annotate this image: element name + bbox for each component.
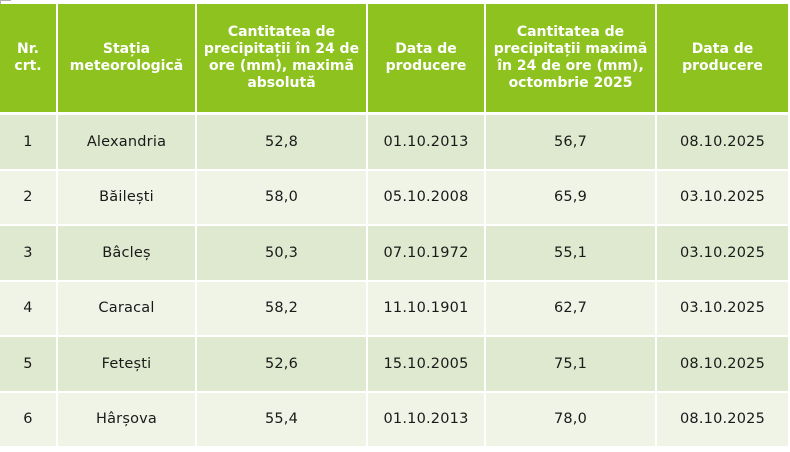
cell-nr: 5 <box>0 336 58 393</box>
cell-nr: 3 <box>0 225 58 282</box>
table-row: 6 Hârșova 55,4 01.10.2013 78,0 08.10.202… <box>0 391 788 448</box>
table-row: 4 Caracal 58,2 11.10.1901 62,7 03.10.202… <box>0 280 788 337</box>
selection-corner-mark <box>0 0 11 5</box>
header-date-october-2025: Data de producere <box>656 4 788 115</box>
table-header: Nr. crt. Stația meteorologică Cantitatea… <box>0 4 788 115</box>
cell-date-october: 03.10.2025 <box>656 169 788 226</box>
cell-max-absolute: 55,4 <box>196 391 368 448</box>
header-max-october-2025: Cantitatea de precipitații maximă în 24 … <box>485 4 657 115</box>
cell-date-october: 08.10.2025 <box>656 336 788 393</box>
cell-max-absolute: 50,3 <box>196 225 368 282</box>
cell-max-october: 56,7 <box>485 113 657 171</box>
cell-max-october: 55,1 <box>485 225 657 282</box>
cell-station: Caracal <box>57 280 197 337</box>
cell-date-absolute: 05.10.2008 <box>367 169 486 226</box>
cell-max-october: 75,1 <box>485 336 657 393</box>
cell-max-october: 65,9 <box>485 169 657 226</box>
cell-nr: 4 <box>0 280 58 337</box>
header-nr-crt: Nr. crt. <box>0 4 58 115</box>
cell-date-absolute: 01.10.2013 <box>367 113 486 171</box>
cell-date-absolute: 01.10.2013 <box>367 391 486 448</box>
header-max-absolute: Cantitatea de precipitații în 24 de ore … <box>196 4 368 115</box>
cell-date-october: 08.10.2025 <box>656 391 788 448</box>
cell-date-absolute: 07.10.1972 <box>367 225 486 282</box>
cell-max-absolute: 52,8 <box>196 113 368 171</box>
cell-max-absolute: 58,0 <box>196 169 368 226</box>
cell-nr: 2 <box>0 169 58 226</box>
cell-date-absolute: 11.10.1901 <box>367 280 486 337</box>
table-row: 1 Alexandria 52,8 01.10.2013 56,7 08.10.… <box>0 113 788 171</box>
table-row: 3 Bâcleș 50,3 07.10.1972 55,1 03.10.2025 <box>0 225 788 282</box>
cell-max-october: 78,0 <box>485 391 657 448</box>
cell-station: Băilești <box>57 169 197 226</box>
cell-date-october: 03.10.2025 <box>656 225 788 282</box>
cell-nr: 1 <box>0 113 58 171</box>
cell-station: Hârșova <box>57 391 197 448</box>
cell-max-absolute: 52,6 <box>196 336 368 393</box>
precipitation-table: Nr. crt. Stația meteorologică Cantitatea… <box>0 4 788 448</box>
cell-station: Alexandria <box>57 113 197 171</box>
cell-nr: 6 <box>0 391 58 448</box>
table-row: 5 Fetești 52,6 15.10.2005 75,1 08.10.202… <box>0 336 788 393</box>
cell-date-october: 08.10.2025 <box>656 113 788 171</box>
cell-max-october: 62,7 <box>485 280 657 337</box>
table-row: 2 Băilești 58,0 05.10.2008 65,9 03.10.20… <box>0 169 788 226</box>
header-date-absolute: Data de producere <box>367 4 486 115</box>
cell-max-absolute: 58,2 <box>196 280 368 337</box>
cell-date-october: 03.10.2025 <box>656 280 788 337</box>
header-row: Nr. crt. Stația meteorologică Cantitatea… <box>0 4 788 115</box>
cell-station: Fetești <box>57 336 197 393</box>
cell-date-absolute: 15.10.2005 <box>367 336 486 393</box>
table-body: 1 Alexandria 52,8 01.10.2013 56,7 08.10.… <box>0 113 788 448</box>
cell-station: Bâcleș <box>57 225 197 282</box>
header-station: Stația meteorologică <box>57 4 197 115</box>
precipitation-table-container: Nr. crt. Stația meteorologică Cantitatea… <box>0 4 788 450</box>
